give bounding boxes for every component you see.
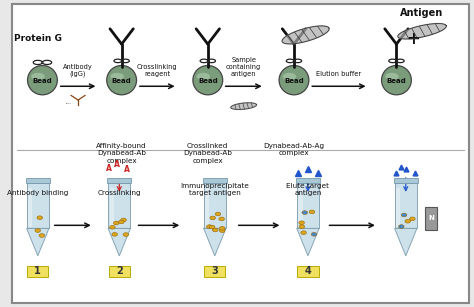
Text: A: A <box>114 160 120 169</box>
Bar <box>108 183 130 228</box>
Polygon shape <box>27 228 49 256</box>
Bar <box>203 178 227 183</box>
Circle shape <box>212 228 218 232</box>
Text: Antibody
(IgG): Antibody (IgG) <box>63 64 93 77</box>
FancyBboxPatch shape <box>109 266 130 277</box>
Circle shape <box>299 221 304 224</box>
Text: Protein G: Protein G <box>14 33 62 43</box>
Circle shape <box>293 60 295 61</box>
Text: 1: 1 <box>35 266 41 276</box>
Circle shape <box>121 60 122 61</box>
Ellipse shape <box>283 73 296 80</box>
Circle shape <box>113 221 119 225</box>
Bar <box>396 188 401 227</box>
Text: Crosslinking
reagent: Crosslinking reagent <box>137 64 178 77</box>
Bar <box>394 183 417 228</box>
Circle shape <box>37 216 43 220</box>
Text: Crosslinking: Crosslinking <box>98 190 141 196</box>
Polygon shape <box>297 228 319 256</box>
Text: A: A <box>106 164 112 173</box>
Circle shape <box>410 217 415 221</box>
Circle shape <box>396 60 397 61</box>
Ellipse shape <box>279 65 309 95</box>
Text: +: + <box>406 30 419 48</box>
Bar <box>205 188 210 227</box>
Circle shape <box>219 229 225 232</box>
Ellipse shape <box>382 65 411 95</box>
Polygon shape <box>398 24 447 39</box>
Bar <box>28 188 33 227</box>
Circle shape <box>35 229 41 232</box>
Bar <box>425 207 437 230</box>
Polygon shape <box>394 228 417 256</box>
Text: A: A <box>124 165 130 174</box>
Text: Crosslinked
Dynabead-Ab
complex: Crosslinked Dynabead-Ab complex <box>183 143 232 164</box>
Circle shape <box>112 232 118 236</box>
Text: Bead: Bead <box>33 78 52 84</box>
FancyBboxPatch shape <box>12 4 469 303</box>
Text: Antibody binding: Antibody binding <box>7 190 68 196</box>
Bar <box>393 178 418 183</box>
Bar <box>204 183 226 228</box>
Circle shape <box>219 217 224 221</box>
Ellipse shape <box>193 65 223 95</box>
Text: Antigen: Antigen <box>401 7 444 17</box>
Text: Bead: Bead <box>112 78 131 84</box>
Ellipse shape <box>31 73 45 80</box>
Circle shape <box>399 225 404 228</box>
Polygon shape <box>108 228 130 256</box>
Bar <box>296 178 320 183</box>
FancyBboxPatch shape <box>27 266 48 277</box>
Circle shape <box>109 225 115 229</box>
Circle shape <box>299 225 305 228</box>
Ellipse shape <box>27 65 57 95</box>
Circle shape <box>121 218 127 222</box>
Text: Bead: Bead <box>387 78 406 84</box>
Text: Bead: Bead <box>284 78 304 84</box>
Text: 3: 3 <box>211 266 218 276</box>
Polygon shape <box>204 228 226 256</box>
Ellipse shape <box>107 65 137 95</box>
Bar <box>297 183 319 228</box>
FancyBboxPatch shape <box>297 266 319 277</box>
Circle shape <box>215 212 221 216</box>
Bar <box>107 178 131 183</box>
Ellipse shape <box>110 73 124 80</box>
Circle shape <box>39 234 45 237</box>
Circle shape <box>207 60 209 61</box>
Circle shape <box>210 225 215 229</box>
Bar <box>109 188 114 227</box>
Text: Elution buffer: Elution buffer <box>316 71 362 77</box>
Circle shape <box>123 233 129 236</box>
Text: Elute target
antigen: Elute target antigen <box>286 183 329 196</box>
Polygon shape <box>282 26 329 44</box>
Circle shape <box>219 227 225 230</box>
Text: Sample
containing
antigen: Sample containing antigen <box>226 57 261 77</box>
Bar <box>27 183 49 228</box>
Circle shape <box>210 216 216 220</box>
Ellipse shape <box>197 73 210 80</box>
Circle shape <box>401 213 407 217</box>
Circle shape <box>302 211 308 214</box>
Text: Immunoprecipitate
target antigen: Immunoprecipitate target antigen <box>180 183 249 196</box>
Circle shape <box>311 232 317 236</box>
Polygon shape <box>231 103 256 110</box>
Text: 4: 4 <box>305 266 311 276</box>
Circle shape <box>118 220 124 224</box>
Ellipse shape <box>385 73 399 80</box>
Bar <box>298 188 302 227</box>
Circle shape <box>207 225 212 228</box>
Circle shape <box>301 231 306 235</box>
Circle shape <box>42 62 43 63</box>
Text: 2: 2 <box>116 266 123 276</box>
Text: N: N <box>428 215 434 221</box>
Text: Antibody: Antibody <box>66 103 73 104</box>
Text: Dynabead-Ab-Ag
complex: Dynabead-Ab-Ag complex <box>264 143 325 156</box>
Text: Affinity-bound
Dynabead-Ab
complex: Affinity-bound Dynabead-Ab complex <box>96 143 147 164</box>
FancyBboxPatch shape <box>204 266 226 277</box>
Bar <box>26 178 50 183</box>
Circle shape <box>405 220 410 223</box>
Text: Bead: Bead <box>198 78 218 84</box>
Circle shape <box>309 210 315 214</box>
